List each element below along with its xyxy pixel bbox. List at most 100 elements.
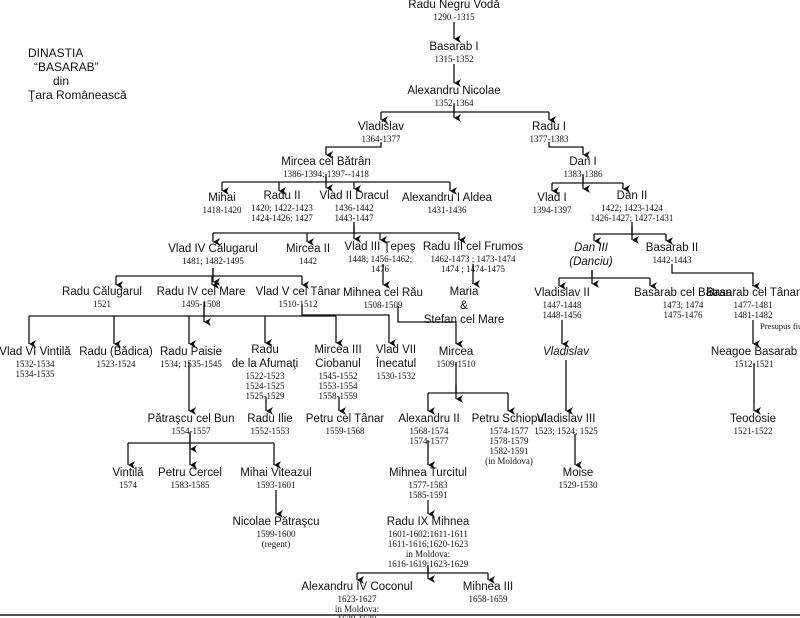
person-name: Dan II bbox=[616, 190, 648, 202]
reign-dates: 1601-1602:1611-1611 bbox=[388, 529, 468, 539]
person-node: Vladislav bbox=[543, 345, 589, 359]
person-name: Mihnea III bbox=[462, 581, 514, 593]
reign-dates: 1552-1553 bbox=[250, 426, 290, 436]
reign-dates: 1545-1552 bbox=[318, 371, 358, 381]
person-name: Mihai bbox=[208, 192, 236, 204]
reign-dates: 1534; 1535-1545 bbox=[160, 359, 222, 369]
reign-dates: 1364-1377 bbox=[361, 134, 401, 144]
person-name: Mihnea Turcitul bbox=[389, 467, 467, 479]
reign-dates: 1658-1659 bbox=[468, 594, 508, 604]
reign-dates: 1383-1386 bbox=[563, 169, 603, 179]
reign-dates: 1583-1585 bbox=[170, 480, 210, 490]
reign-dates: 1574 bbox=[119, 480, 137, 490]
reign-dates: 1394-1397 bbox=[532, 205, 572, 215]
person-node: Maria & Stefan cel Mare bbox=[424, 285, 505, 327]
person-node: Mihnea III 1658-1659 bbox=[463, 580, 514, 604]
person-node: Vlad IV Călugarul 1481; 1482-1495 bbox=[168, 242, 258, 266]
person-name: Vlad VI Vintilă bbox=[0, 346, 71, 358]
reign-dates: 1521-1522 bbox=[733, 426, 773, 436]
person-node: Petru Cercel 1583-1585 bbox=[158, 466, 222, 490]
person-node: Radu de la Afumaţi 1522-1523 1524-1525 1525-… bbox=[232, 343, 298, 401]
person-name: Basarab cel Bătran bbox=[634, 287, 732, 299]
person-node: Vlad I 1394-1397 bbox=[533, 191, 572, 215]
reign-dates: in Moldova: bbox=[405, 549, 451, 559]
title-line: DINASTIA bbox=[28, 46, 84, 60]
reign-dates: 1568-1574 bbox=[409, 426, 449, 436]
person-node: Basarab cel Tânar 1477-1481 1481-1482 bbox=[706, 286, 800, 320]
person-name: Mircea bbox=[438, 346, 474, 358]
person-node: Mihai Viteazul 1593-1601 bbox=[240, 466, 311, 490]
person-node: Vladislav II 1447-1448 1448-1456 bbox=[534, 286, 590, 320]
reign-dates: 1525-1529 bbox=[245, 391, 285, 401]
reign-dates: 1574-1577 bbox=[489, 426, 529, 436]
person-node: Radu Paisie 1534; 1535-1545 bbox=[160, 345, 222, 369]
reign-dates: 1593-1601 bbox=[256, 480, 296, 490]
person-name: Petru Schiopul bbox=[471, 413, 547, 425]
person-node: Mircea II 1442 bbox=[286, 242, 330, 266]
person-name: Vlad I bbox=[537, 192, 567, 204]
reign-dates: 1352-1364 bbox=[434, 98, 474, 108]
reign-dates: 1611-1616;1620-1623 bbox=[387, 539, 469, 549]
person-name: (Danciu) bbox=[569, 256, 613, 268]
person-name: Radu (Bădica) bbox=[79, 346, 153, 358]
person-node: Pătraşcu cel Bun 1554-1557 bbox=[148, 412, 235, 436]
title-line: “BASARAB” bbox=[34, 60, 99, 74]
title-line: Ţara Românească bbox=[28, 88, 127, 102]
reign-dates: 1481; 1482-1495 bbox=[182, 256, 244, 266]
reign-dates: 1554-1557 bbox=[171, 426, 211, 436]
reign-dates: 1524-1525 bbox=[245, 381, 285, 391]
reign-dates: 1426-1427; 1427-1431 bbox=[590, 213, 674, 223]
person-node: Mircea cel Bătrân 1386-1394; 1397--1418 bbox=[281, 155, 370, 179]
reign-dates: 1447-1448 bbox=[542, 300, 582, 310]
person-name: Vlad VII bbox=[375, 344, 417, 356]
reign-dates: 1623-1627 bbox=[337, 594, 377, 604]
reign-dates: 1522-1523 bbox=[245, 371, 285, 381]
reign-dates: 1443-1447 bbox=[334, 213, 374, 223]
person-name: Basarab II bbox=[645, 242, 699, 254]
reign-dates: 1534-1535 bbox=[15, 369, 55, 379]
person-node: Neagoe Basarab 1512-1521 bbox=[711, 345, 797, 369]
reign-dates: 1386-1394; 1397--1418 bbox=[283, 169, 369, 179]
reign-dates: 1477-1481 bbox=[733, 300, 773, 310]
person-node: Mihai 1418-1420 bbox=[203, 191, 242, 215]
reign-dates: 1420; 1422-1423 bbox=[251, 203, 313, 213]
reign-dates: 1578-1579 bbox=[489, 436, 529, 446]
person-name: Mircea cel Bătrân bbox=[281, 156, 371, 168]
person-node: Radu IX Mihnea 1601-1602:1611-1611 1611-16… bbox=[387, 515, 469, 569]
person-name: Dan I bbox=[569, 156, 597, 168]
person-node: Mihnea Turcitul 1577-1583 1585-1591 bbox=[389, 466, 467, 500]
person-name: de la Afumaţi bbox=[231, 358, 299, 370]
connector-line bbox=[397, 306, 463, 348]
person-node: Moise 1529-1530 bbox=[559, 466, 598, 490]
reign-dates: 1473; 1474 bbox=[662, 300, 704, 310]
presupus-fiu-note: Presupus fiu bbox=[760, 321, 800, 331]
reign-dates: 1599-1600 bbox=[256, 529, 296, 539]
person-name: Basarab I bbox=[429, 41, 479, 53]
reign-dates: 1418-1420 bbox=[202, 205, 242, 215]
person-name: Radu II bbox=[263, 190, 301, 202]
reign-dates: 1509-1510 bbox=[436, 359, 476, 369]
reign-dates: 1448-1456 bbox=[542, 310, 582, 320]
person-name: Vlad IV Călugarul bbox=[168, 243, 258, 255]
bottom-border bbox=[0, 614, 800, 616]
person-node: Dan III (Danciu) bbox=[569, 241, 612, 269]
person-name: Vlad II Dracul bbox=[319, 190, 389, 202]
person-node: Radu (Bădica) 1523-1524 bbox=[79, 345, 153, 369]
person-node: Basarab I 1315-1352 bbox=[429, 40, 478, 64]
person-name: Petru Cercel bbox=[158, 467, 222, 479]
reign-dates: 1495-1508 bbox=[181, 299, 221, 309]
person-node: Vlad VII Înecatul 1530-1532 bbox=[376, 343, 416, 381]
reign-dates: 1512-1521 bbox=[734, 359, 774, 369]
reign-dates: (regent) bbox=[261, 539, 291, 549]
reign-dates: 1559-1568 bbox=[325, 426, 365, 436]
person-name: Alexandru Nicolae bbox=[407, 85, 501, 97]
reign-dates: 1481-1482 bbox=[733, 310, 773, 320]
person-name: Radu III cel Frumos bbox=[422, 241, 524, 253]
person-name: Teodosie bbox=[729, 413, 777, 425]
person-name: Vladislav II bbox=[534, 287, 590, 299]
person-node: Alexandru II 1568-1574 1574-1577 bbox=[398, 412, 459, 446]
person-node: Mircea 1509-1510 bbox=[437, 345, 476, 369]
person-node: Radu I 1377-1383 bbox=[530, 120, 569, 144]
person-node: Vlad V cel Tânar 1510-1512 bbox=[256, 285, 341, 309]
